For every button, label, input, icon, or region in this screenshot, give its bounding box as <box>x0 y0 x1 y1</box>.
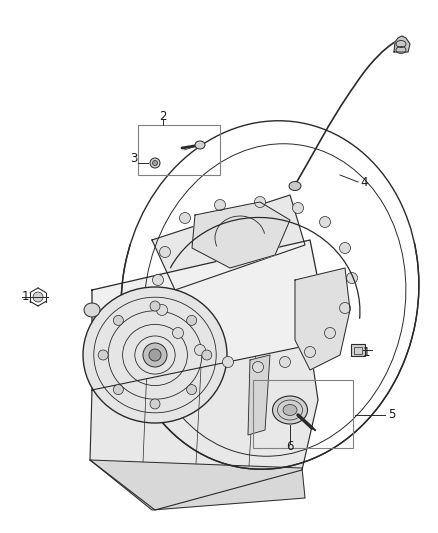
Polygon shape <box>90 460 305 510</box>
Circle shape <box>173 327 184 338</box>
Circle shape <box>113 385 124 394</box>
Circle shape <box>339 243 350 254</box>
Bar <box>138 125 220 175</box>
Ellipse shape <box>289 182 301 190</box>
Bar <box>253 380 353 448</box>
Polygon shape <box>152 195 305 290</box>
Text: 2: 2 <box>159 110 167 124</box>
Polygon shape <box>248 355 270 435</box>
Text: 6: 6 <box>286 440 294 453</box>
Circle shape <box>113 316 124 325</box>
Ellipse shape <box>283 405 297 416</box>
Circle shape <box>319 216 331 228</box>
Circle shape <box>252 361 264 373</box>
Circle shape <box>304 346 315 358</box>
Polygon shape <box>90 345 318 510</box>
Circle shape <box>152 160 158 166</box>
Ellipse shape <box>195 141 205 149</box>
Circle shape <box>293 203 304 214</box>
Circle shape <box>223 357 233 367</box>
Text: 1: 1 <box>22 289 29 303</box>
Polygon shape <box>192 202 290 268</box>
Circle shape <box>194 344 205 356</box>
Text: 3: 3 <box>131 152 138 166</box>
Circle shape <box>159 246 170 257</box>
Circle shape <box>187 385 197 394</box>
Circle shape <box>187 316 197 325</box>
Bar <box>354 346 362 353</box>
Text: 4: 4 <box>360 175 367 189</box>
Circle shape <box>346 272 357 284</box>
Circle shape <box>149 349 161 361</box>
Circle shape <box>279 357 290 367</box>
Text: 5: 5 <box>388 408 396 422</box>
Circle shape <box>33 292 43 302</box>
Ellipse shape <box>83 287 227 423</box>
Circle shape <box>150 158 160 168</box>
Circle shape <box>152 274 163 286</box>
Circle shape <box>143 343 167 367</box>
Polygon shape <box>295 268 350 370</box>
Polygon shape <box>394 36 410 52</box>
Circle shape <box>150 399 160 409</box>
Circle shape <box>150 301 160 311</box>
Polygon shape <box>92 240 320 430</box>
Ellipse shape <box>272 396 307 424</box>
Circle shape <box>98 350 108 360</box>
Circle shape <box>339 303 350 313</box>
Circle shape <box>254 197 265 207</box>
Circle shape <box>156 304 167 316</box>
Circle shape <box>215 199 226 211</box>
Circle shape <box>325 327 336 338</box>
Ellipse shape <box>84 303 100 317</box>
Circle shape <box>202 350 212 360</box>
Text: 1: 1 <box>363 345 371 359</box>
Bar <box>351 344 365 356</box>
Circle shape <box>180 213 191 223</box>
